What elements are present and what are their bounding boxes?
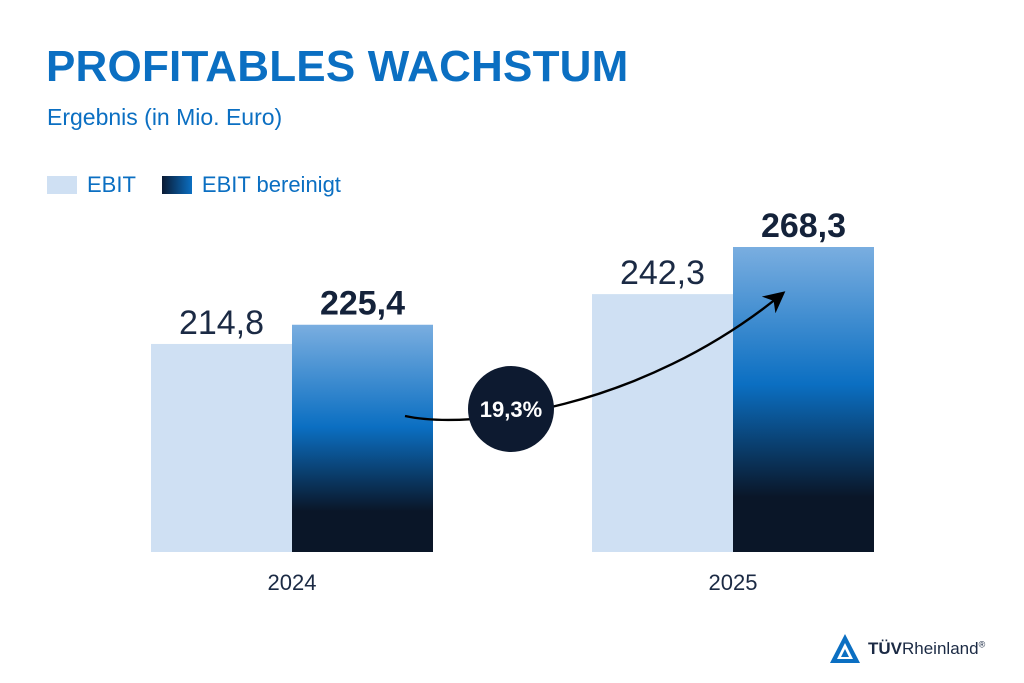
legend-item-ebit-bereinigt: EBIT bereinigt <box>161 172 341 198</box>
growth-arrow <box>404 291 786 422</box>
bar-ebit-bereinigt-2025 <box>733 247 874 552</box>
data-label-ebit-bereinigt-2025: 268,3 <box>761 207 846 245</box>
legend-swatch-ebit-bereinigt <box>161 176 192 194</box>
growth-badge-label: 19,3% <box>480 397 542 422</box>
data-label-ebit-2024: 214,8 <box>179 304 264 342</box>
legend-item-ebit: EBIT <box>47 172 136 198</box>
legend-label-ebit: EBIT <box>87 172 136 197</box>
page-title: PROFITABLES WACHSTUM <box>46 42 629 91</box>
category-label-2024: 2024 <box>268 570 317 595</box>
tuv-rheinland-logo: TÜVRheinland® <box>828 632 985 666</box>
chart-legend: EBIT EBIT bereinigt <box>47 172 367 198</box>
category-label-2025: 2025 <box>709 570 758 595</box>
data-label-ebit-bereinigt-2024: 225,4 <box>320 285 405 323</box>
data-label-ebit-2025: 242,3 <box>620 254 705 292</box>
bar-ebit-bereinigt-2024 <box>292 324 433 552</box>
bar-ebit-2024 <box>151 343 292 552</box>
bar-ebit-2025 <box>592 294 733 552</box>
brand-name: TÜVRheinland® <box>868 639 986 658</box>
legend-swatch-ebit <box>47 176 77 194</box>
triangle-logo-icon <box>830 634 860 663</box>
growth-badge <box>468 366 554 452</box>
legend-label-ebit-bereinigt: EBIT bereinigt <box>201 172 341 197</box>
chart-subtitle: Ergebnis (in Mio. Euro) <box>47 104 283 130</box>
